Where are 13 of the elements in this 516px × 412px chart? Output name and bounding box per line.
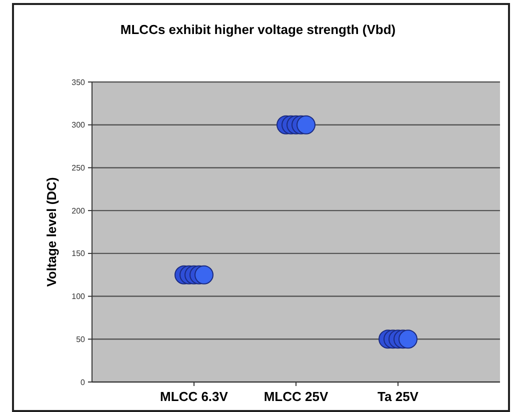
- y-tick-label: 0: [80, 378, 86, 387]
- x-tick-label: MLCC 25V: [264, 389, 328, 404]
- y-tick-label: 50: [76, 334, 86, 344]
- y-tick-label: 300: [72, 120, 86, 130]
- y-tick-label: 150: [72, 249, 86, 258]
- y-tick-label: 200: [72, 206, 86, 216]
- x-tick-label: MLCC 6.3V: [160, 389, 228, 404]
- y-tick-label: 350: [72, 78, 86, 87]
- y-tick-label: 250: [72, 164, 86, 173]
- y-axis-title: Voltage level (DC): [44, 177, 59, 287]
- chart-title: MLCCs exhibit higher voltage strength (Vbd): [120, 22, 396, 37]
- y-tick-label: 100: [72, 292, 86, 302]
- x-tick-label: Ta 25V: [378, 389, 419, 404]
